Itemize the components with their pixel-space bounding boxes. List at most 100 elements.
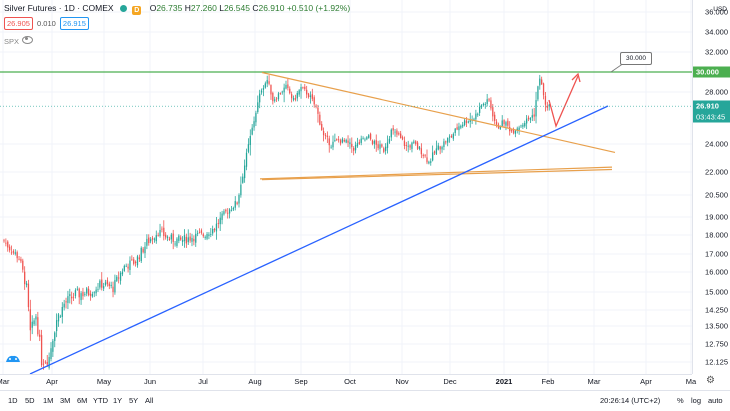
time-axis[interactable]: Mar Apr May Jun Jul Aug Sep Oct Nov Dec 2021 Feb Mar… bbox=[0, 374, 696, 389]
candle-body bbox=[345, 139, 347, 143]
candle-body bbox=[223, 211, 225, 215]
candle-body bbox=[7, 241, 9, 248]
candle-body bbox=[272, 92, 274, 102]
price-axis-label: 19.000 bbox=[705, 212, 728, 222]
symbol-title[interactable]: Silver Futures · 1D · COMEX bbox=[4, 3, 114, 13]
quote-panel: 26.905 0.010 26.915 bbox=[4, 17, 89, 30]
candle-body bbox=[533, 114, 535, 117]
candle bbox=[230, 205, 233, 212]
candle-body bbox=[168, 238, 171, 240]
candle bbox=[136, 254, 139, 268]
candle-body bbox=[243, 165, 246, 179]
candle-body bbox=[524, 123, 526, 127]
candle-body bbox=[119, 272, 122, 281]
clock[interactable]: 20:26:14 (UTC+2) bbox=[600, 396, 661, 405]
projection-arrow[interactable] bbox=[548, 75, 579, 128]
candle bbox=[29, 299, 31, 341]
candle bbox=[383, 146, 385, 154]
range-button-6m[interactable]: 6M bbox=[77, 396, 88, 405]
candle bbox=[76, 286, 78, 291]
candle bbox=[57, 312, 60, 327]
percent-toggle[interactable]: % bbox=[677, 396, 684, 405]
buy-button[interactable]: 26.915 bbox=[59, 17, 89, 30]
candle-body bbox=[443, 141, 445, 147]
candle bbox=[133, 257, 135, 266]
price-axis-label: 24.000 bbox=[705, 139, 728, 149]
candle bbox=[302, 86, 304, 90]
candle bbox=[426, 149, 428, 165]
candle bbox=[488, 97, 490, 102]
candle bbox=[467, 120, 470, 124]
candle bbox=[86, 286, 88, 297]
candle bbox=[206, 232, 208, 241]
range-button-1d[interactable]: 1D bbox=[8, 396, 18, 405]
auto-toggle[interactable]: auto bbox=[708, 396, 723, 405]
candle bbox=[178, 234, 180, 244]
range-button-1m[interactable]: 1M bbox=[43, 396, 54, 405]
candle-body bbox=[411, 142, 413, 149]
candle-body bbox=[369, 133, 372, 140]
candle bbox=[309, 91, 312, 104]
range-button-ytd[interactable]: YTD bbox=[93, 396, 108, 405]
arrow-head-icon bbox=[571, 72, 581, 83]
candle bbox=[14, 249, 16, 256]
price-axis-label: 32.000 bbox=[705, 47, 728, 57]
candle bbox=[337, 136, 340, 143]
chart-legend[interactable]: Silver Futures · 1D · COMEX D O26.735 H2… bbox=[4, 3, 350, 15]
candle-body bbox=[69, 294, 71, 296]
triangle-lower-line-1[interactable] bbox=[259, 166, 613, 180]
candle-body bbox=[377, 144, 379, 149]
candle-body bbox=[196, 233, 199, 234]
compare-symbol[interactable]: SPX bbox=[4, 36, 34, 46]
candle bbox=[529, 117, 532, 123]
price-callout[interactable]: 30.000 bbox=[620, 52, 652, 65]
candle bbox=[413, 139, 415, 144]
candle-body bbox=[37, 317, 39, 335]
candle-body bbox=[213, 229, 216, 231]
open-label: O bbox=[149, 3, 157, 13]
range-button-5d[interactable]: 5D bbox=[25, 396, 35, 405]
candle-body bbox=[74, 290, 77, 296]
candle-body bbox=[24, 271, 26, 285]
gear-icon[interactable]: ⚙ bbox=[706, 375, 715, 386]
sell-button[interactable]: 26.905 bbox=[4, 17, 33, 30]
triangle-lower-line-2[interactable] bbox=[261, 168, 613, 181]
tradingview-logo-icon[interactable] bbox=[5, 353, 21, 363]
range-button-1y[interactable]: 1Y bbox=[113, 396, 123, 405]
candle bbox=[450, 134, 453, 139]
triangle-upper-line[interactable] bbox=[261, 71, 616, 153]
candle bbox=[78, 287, 80, 305]
candle bbox=[131, 255, 133, 261]
candle bbox=[10, 245, 13, 255]
candle bbox=[108, 281, 110, 290]
candle bbox=[95, 286, 97, 297]
candle bbox=[418, 145, 421, 151]
candle-body bbox=[520, 125, 522, 127]
time-axis-label: Mar bbox=[0, 377, 10, 386]
range-button-5y[interactable]: 5Y bbox=[129, 396, 139, 405]
candle bbox=[48, 352, 50, 370]
eye-icon[interactable] bbox=[22, 36, 34, 44]
range-button-3m[interactable]: 3M bbox=[60, 396, 71, 405]
log-toggle[interactable]: log bbox=[691, 396, 702, 405]
candlestick-series bbox=[3, 74, 550, 370]
candle-body bbox=[99, 280, 101, 288]
candle-body bbox=[200, 230, 203, 233]
candle bbox=[71, 291, 73, 305]
price-chart[interactable] bbox=[0, 0, 692, 374]
price-axis[interactable]: USD 36.000 34.000 32.000 28.000 24.000 22.000… bbox=[692, 0, 730, 374]
candle-body bbox=[54, 332, 56, 341]
candle-body bbox=[76, 288, 78, 290]
candle-body bbox=[503, 120, 505, 125]
change-value: +0.510 (+1.92%) bbox=[286, 3, 351, 13]
candle-body bbox=[195, 233, 197, 243]
candle bbox=[398, 131, 400, 136]
candle-body bbox=[482, 103, 485, 105]
candle-body bbox=[225, 209, 227, 212]
candle bbox=[505, 120, 507, 131]
range-button-all[interactable]: All bbox=[145, 396, 154, 405]
chart-pane[interactable]: Silver Futures · 1D · COMEX D O26.735 H2… bbox=[0, 0, 692, 374]
uptrend-line[interactable] bbox=[29, 105, 609, 374]
candle-body bbox=[456, 127, 458, 130]
candle bbox=[544, 91, 547, 112]
